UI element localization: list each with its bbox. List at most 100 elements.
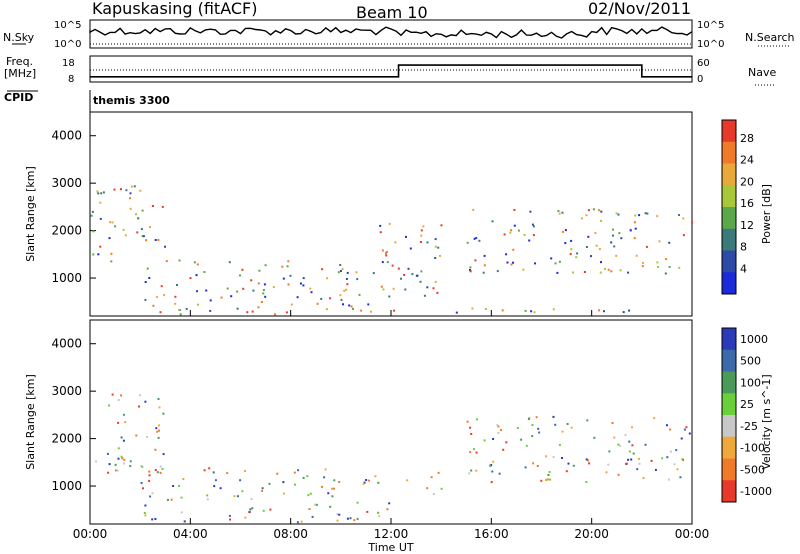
data-cell bbox=[261, 487, 264, 490]
data-cell bbox=[154, 469, 157, 472]
data-cell bbox=[627, 458, 630, 461]
data-cell bbox=[156, 471, 159, 474]
colorbar-tick-label: -25 bbox=[740, 420, 758, 433]
x-tick-label: 00:00 bbox=[675, 527, 710, 541]
data-cell bbox=[372, 272, 375, 275]
data-cell bbox=[144, 514, 147, 517]
colorbar-tick-label: 100 bbox=[740, 376, 761, 389]
y-tick-label: 4000 bbox=[51, 337, 82, 351]
data-cell bbox=[302, 277, 305, 280]
data-cell bbox=[683, 428, 686, 431]
data-cell bbox=[178, 259, 181, 262]
data-cell bbox=[133, 185, 136, 188]
data-cell bbox=[349, 517, 352, 520]
data-cell bbox=[355, 271, 358, 274]
data-cell bbox=[613, 245, 616, 248]
data-cell bbox=[668, 478, 671, 481]
data-cell bbox=[490, 481, 493, 484]
data-cell bbox=[108, 237, 111, 240]
data-cell bbox=[320, 297, 323, 300]
data-cell bbox=[409, 247, 412, 250]
data-cell bbox=[679, 476, 682, 479]
data-cell bbox=[497, 432, 500, 434]
data-cell bbox=[478, 239, 481, 242]
data-cell bbox=[293, 471, 296, 474]
data-cell bbox=[250, 279, 253, 282]
data-cell bbox=[236, 495, 239, 498]
power-y-ticks: 1000 2000 3000 4000 bbox=[51, 129, 96, 285]
data-cell bbox=[469, 426, 472, 429]
data-cell bbox=[97, 192, 100, 195]
data-cell bbox=[593, 436, 596, 439]
x-tick-label: 00:00 bbox=[73, 527, 108, 541]
data-cell bbox=[490, 464, 493, 466]
data-cell bbox=[129, 460, 132, 463]
data-cell bbox=[434, 238, 437, 241]
data-cell bbox=[228, 514, 231, 517]
data-cell bbox=[145, 239, 148, 242]
data-cell bbox=[260, 301, 263, 303]
data-cell bbox=[628, 440, 631, 443]
data-cell bbox=[548, 471, 551, 473]
data-cell bbox=[473, 448, 475, 451]
data-cell bbox=[505, 441, 508, 444]
data-cell bbox=[469, 266, 472, 269]
colorbar-swatch bbox=[722, 141, 736, 164]
data-cell bbox=[329, 505, 332, 508]
data-cell bbox=[129, 192, 132, 195]
data-cell bbox=[209, 309, 212, 312]
data-cell bbox=[339, 294, 342, 297]
data-cell bbox=[666, 456, 669, 459]
data-cell bbox=[249, 508, 252, 511]
data-cell bbox=[635, 254, 638, 257]
data-cell bbox=[654, 468, 657, 471]
data-cell bbox=[374, 475, 377, 478]
data-cell bbox=[196, 290, 198, 293]
data-cell bbox=[440, 224, 443, 227]
data-cell bbox=[600, 219, 602, 222]
data-cell bbox=[120, 188, 122, 191]
data-cell bbox=[209, 299, 212, 302]
data-cell bbox=[470, 469, 473, 472]
data-cell bbox=[474, 259, 477, 262]
data-cell bbox=[137, 217, 140, 220]
data-cell bbox=[151, 205, 154, 207]
data-cell bbox=[108, 463, 111, 466]
data-cell bbox=[476, 418, 478, 421]
data-cell bbox=[122, 439, 125, 442]
data-cell bbox=[678, 266, 681, 269]
data-cell bbox=[506, 261, 509, 264]
data-cell bbox=[466, 241, 469, 244]
colorbar-tick-label: 500 bbox=[740, 355, 761, 368]
data-cell bbox=[636, 468, 639, 471]
data-cell bbox=[356, 501, 359, 504]
data-cell bbox=[262, 292, 265, 295]
data-cell bbox=[115, 469, 117, 472]
data-cell bbox=[321, 268, 324, 271]
data-cell bbox=[342, 303, 344, 306]
data-cell bbox=[561, 430, 564, 433]
data-cell bbox=[497, 425, 500, 428]
data-cell bbox=[106, 452, 109, 455]
data-cell bbox=[619, 269, 622, 272]
data-cell bbox=[203, 271, 206, 273]
data-cell bbox=[338, 481, 341, 483]
colorbar-tick-label: 4 bbox=[740, 262, 747, 275]
data-cell bbox=[144, 400, 147, 403]
data-cell bbox=[547, 474, 550, 476]
data-cell bbox=[681, 458, 684, 461]
data-cell bbox=[386, 261, 389, 263]
data-cell bbox=[440, 487, 443, 490]
data-cell bbox=[244, 516, 247, 519]
colorbar-swatch bbox=[722, 207, 736, 230]
data-cell bbox=[400, 277, 402, 280]
data-cell bbox=[496, 270, 499, 273]
data-cell bbox=[558, 212, 561, 215]
data-cell bbox=[475, 451, 478, 454]
data-cell bbox=[617, 443, 620, 446]
data-cell bbox=[483, 264, 486, 267]
colorbar-swatch bbox=[722, 480, 736, 503]
data-cell bbox=[122, 413, 125, 416]
data-cell bbox=[252, 289, 255, 292]
